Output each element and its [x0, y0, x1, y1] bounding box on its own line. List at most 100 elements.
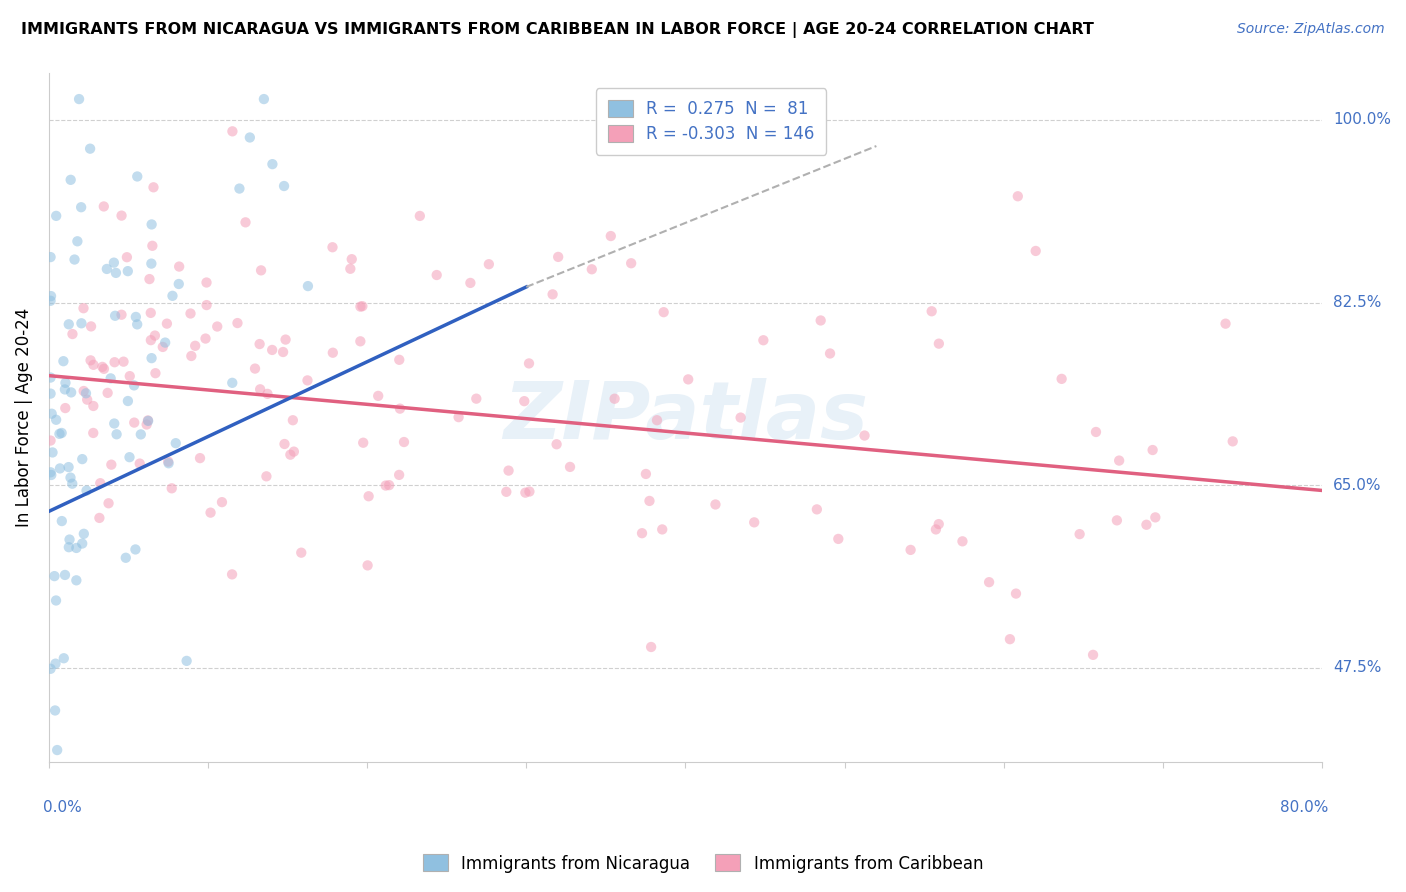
- Point: [1215, 317, 1237, 331]
- Point: [45, 593, 67, 607]
- Point: [100, 371, 122, 385]
- Text: 65.0%: 65.0%: [1333, 478, 1382, 492]
- Point: [640, 640, 662, 654]
- Point: [70, 316, 93, 330]
- Point: [1144, 510, 1167, 524]
- Point: [143, 328, 166, 343]
- Point: [1135, 517, 1157, 532]
- Point: [100, 458, 122, 472]
- Point: [104, 309, 127, 323]
- Point: [1222, 434, 1244, 449]
- Point: [806, 502, 828, 516]
- Point: [921, 304, 943, 318]
- Point: [67, 92, 90, 106]
- Point: [91, 359, 114, 374]
- Point: [283, 444, 305, 458]
- Point: [41, 407, 63, 421]
- Point: [44, 703, 66, 717]
- Point: [1081, 648, 1104, 662]
- Text: 47.5%: 47.5%: [1333, 660, 1381, 675]
- Point: [515, 485, 537, 500]
- Point: [853, 428, 876, 442]
- Point: [1025, 244, 1047, 258]
- Point: [176, 654, 198, 668]
- Point: [207, 319, 229, 334]
- Point: [103, 255, 125, 269]
- Point: [226, 316, 249, 330]
- Point: [519, 484, 541, 499]
- Point: [60, 385, 83, 400]
- Point: [160, 481, 183, 495]
- Point: [96, 262, 118, 277]
- Point: [73, 384, 96, 398]
- Point: [742, 516, 765, 530]
- Point: [152, 340, 174, 354]
- Point: [952, 534, 974, 549]
- Point: [239, 130, 262, 145]
- Point: [65, 574, 87, 588]
- Point: [356, 558, 378, 573]
- Point: [409, 209, 432, 223]
- Point: [39, 662, 62, 676]
- Point: [184, 339, 207, 353]
- Point: [235, 215, 257, 229]
- Point: [79, 142, 101, 156]
- Point: [513, 394, 536, 409]
- Point: [925, 523, 948, 537]
- Point: [110, 209, 132, 223]
- Point: [250, 263, 273, 277]
- Point: [1084, 425, 1107, 439]
- Point: [339, 261, 361, 276]
- Point: [156, 317, 179, 331]
- Point: [128, 457, 150, 471]
- Point: [704, 498, 727, 512]
- Point: [115, 250, 138, 264]
- Point: [388, 352, 411, 367]
- Point: [124, 542, 146, 557]
- Point: [46, 743, 69, 757]
- Point: [51, 514, 73, 528]
- Point: [122, 378, 145, 392]
- Point: [810, 313, 832, 327]
- Point: [52, 354, 75, 368]
- Point: [194, 332, 217, 346]
- Point: [138, 272, 160, 286]
- Point: [928, 517, 950, 532]
- Point: [118, 450, 141, 465]
- Point: [547, 250, 569, 264]
- Point: [297, 373, 319, 387]
- Point: [460, 276, 482, 290]
- Y-axis label: In Labor Force | Age 20-24: In Labor Force | Age 20-24: [15, 308, 32, 527]
- Point: [426, 268, 449, 282]
- Point: [620, 256, 643, 270]
- Point: [117, 394, 139, 409]
- Point: [645, 413, 668, 427]
- Point: [58, 460, 80, 475]
- Point: [45, 413, 67, 427]
- Point: [136, 414, 159, 428]
- Point: [599, 229, 621, 244]
- Point: [59, 173, 82, 187]
- Text: Source: ZipAtlas.com: Source: ZipAtlas.com: [1237, 22, 1385, 37]
- Point: [93, 361, 115, 376]
- Point: [141, 239, 163, 253]
- Point: [58, 540, 80, 554]
- Point: [82, 425, 104, 440]
- Point: [89, 511, 111, 525]
- Point: [139, 333, 162, 347]
- Point: [243, 361, 266, 376]
- Point: [274, 333, 297, 347]
- Point: [39, 386, 62, 401]
- Text: 100.0%: 100.0%: [1333, 112, 1391, 128]
- Point: [162, 289, 184, 303]
- Point: [103, 417, 125, 431]
- Point: [752, 333, 775, 347]
- Point: [195, 298, 218, 312]
- Point: [280, 448, 302, 462]
- Point: [195, 276, 218, 290]
- Point: [676, 372, 699, 386]
- Point: [53, 383, 76, 397]
- Point: [141, 257, 163, 271]
- Point: [51, 425, 73, 440]
- Point: [388, 467, 411, 482]
